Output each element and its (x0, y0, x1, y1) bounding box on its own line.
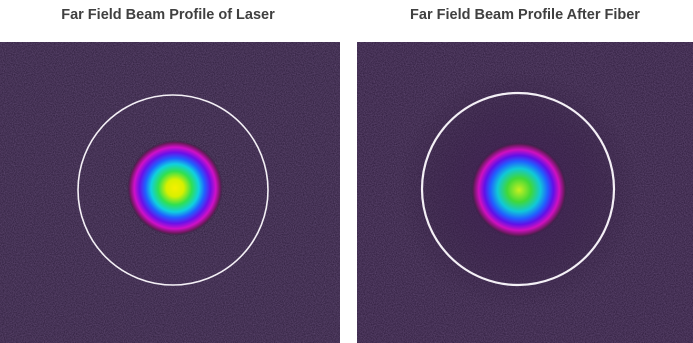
panel-title: Far Field Beam Profile of Laser (61, 7, 275, 23)
panel-title: Far Field Beam Profile After Fiber (410, 7, 640, 23)
beam-image (357, 42, 693, 343)
beam-image (0, 42, 340, 343)
